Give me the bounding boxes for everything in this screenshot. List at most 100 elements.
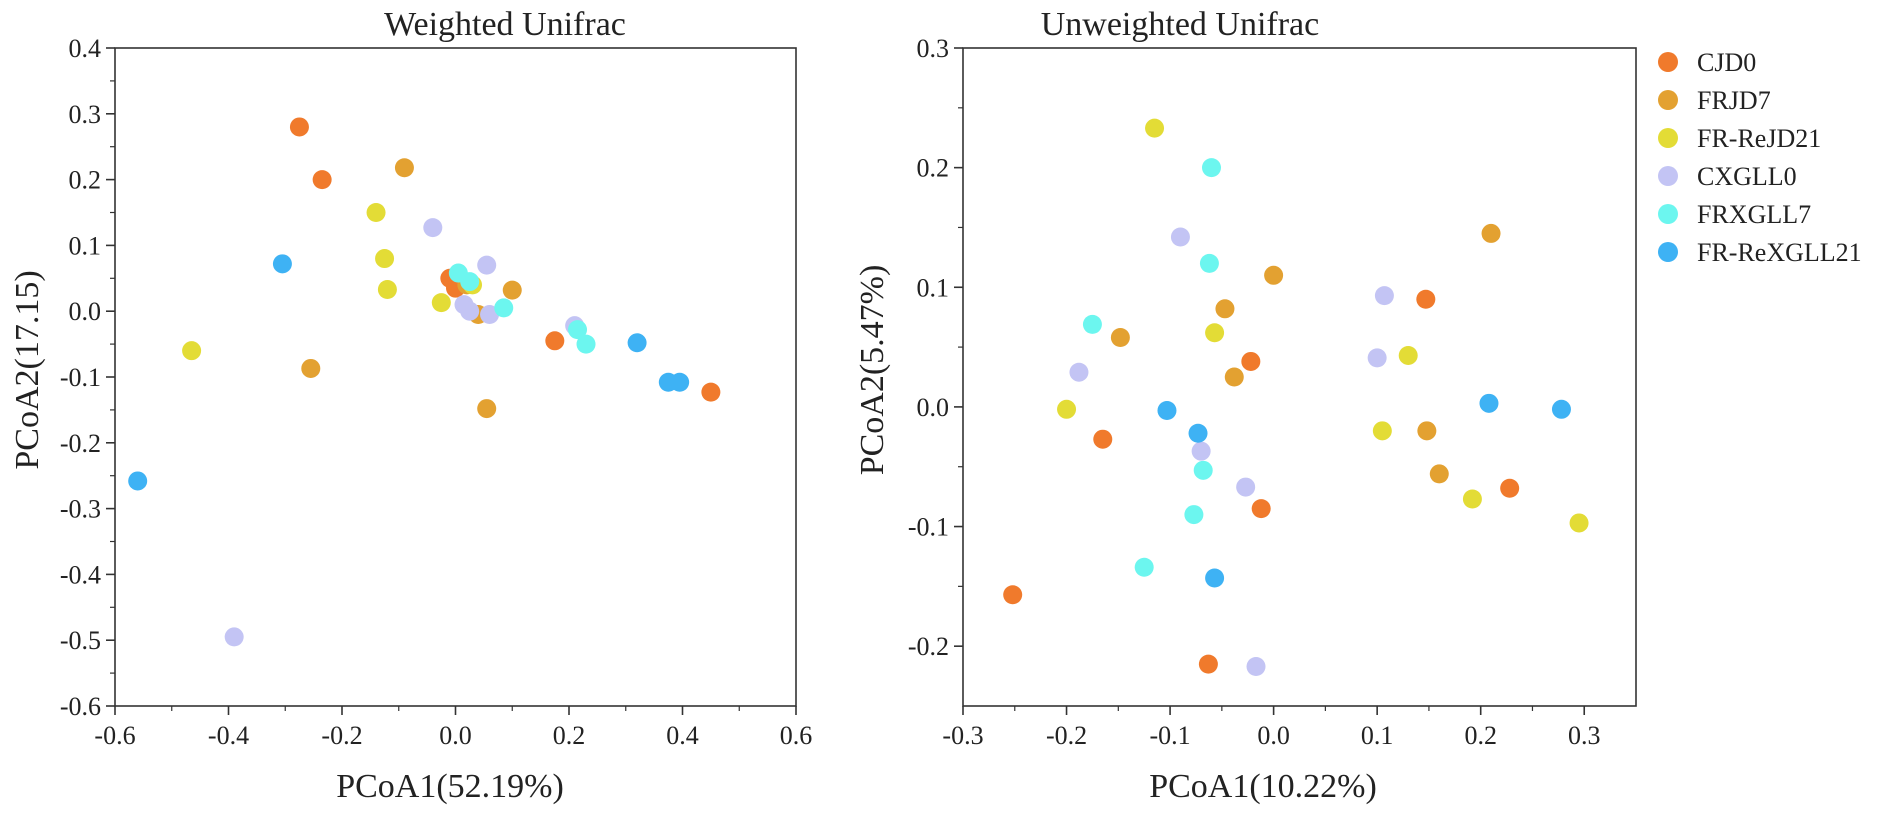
weighted-point-cxgll0 bbox=[423, 218, 443, 238]
unweighted-point-cjd0 bbox=[1093, 429, 1113, 449]
weighted-point-cxgll0 bbox=[460, 301, 480, 321]
unweighted-point-fr-rexgll21 bbox=[1479, 393, 1499, 413]
unweighted-point-frjd7 bbox=[1481, 223, 1501, 243]
legend-marker-frjd7 bbox=[1658, 90, 1678, 110]
weighted-point-frjd7 bbox=[502, 280, 522, 300]
weighted-points bbox=[128, 117, 721, 647]
unweighted-x-tick-label: 0.1 bbox=[1361, 721, 1394, 750]
weighted-point-cjd0 bbox=[545, 331, 565, 351]
weighted-point-frxgll7 bbox=[568, 320, 588, 340]
unweighted-y-tick-label: 0.0 bbox=[917, 393, 950, 422]
unweighted-tick-labels: -0.3 -0.2 -0.1 0.0 0.1 0.2 0.3 -0.2 -0.1 0.0 0.1 0.… bbox=[908, 34, 1601, 750]
weighted-x-axis-title: PCoA1(52.19%) bbox=[336, 768, 564, 805]
weighted-point-fr-rejd21 bbox=[377, 279, 397, 299]
weighted-y-tick-label: -0.4 bbox=[60, 560, 101, 589]
unweighted-y-tick-label: 0.2 bbox=[917, 154, 950, 183]
weighted-x-tick-label: 0.6 bbox=[780, 721, 813, 750]
weighted-point-frxgll7 bbox=[576, 334, 596, 354]
unweighted-y-axis-title: PCoA2(5.47%) bbox=[854, 265, 891, 476]
weighted-point-cxgll0 bbox=[480, 304, 500, 324]
unweighted-point-cxgll0 bbox=[1236, 477, 1256, 497]
unweighted-point-cjd0 bbox=[1241, 351, 1261, 371]
weighted-plot-frame bbox=[114, 47, 797, 707]
weighted-point-frjd7 bbox=[394, 158, 414, 178]
weighted-x-tick-label: 0.4 bbox=[666, 721, 699, 750]
unweighted-point-fr-rejd21 bbox=[1398, 345, 1418, 365]
weighted-y-tick-label: -0.3 bbox=[60, 495, 101, 524]
weighted-unifrac-chart: Weighted Unifrac PCoA1(52.19%) PCoA2(17.… bbox=[9, 6, 812, 805]
unweighted-point-cjd0 bbox=[1500, 478, 1520, 498]
weighted-point-fr-rejd21 bbox=[366, 203, 386, 222]
weighted-point-frjd7 bbox=[301, 358, 321, 378]
weighted-point-fr-rejd21 bbox=[431, 293, 451, 313]
unweighted-point-frxgll7 bbox=[1193, 460, 1213, 480]
unweighted-x-axis-title: PCoA1(10.22%) bbox=[1149, 768, 1377, 805]
unweighted-point-frjd7 bbox=[1429, 464, 1449, 484]
weighted-point-fr-rexgll21 bbox=[627, 333, 647, 353]
weighted-y-tick-label: 0.2 bbox=[69, 166, 102, 195]
unweighted-point-cjd0 bbox=[1198, 654, 1218, 674]
unweighted-y-tick-label: 0.3 bbox=[917, 34, 950, 63]
unweighted-point-cxgll0 bbox=[1191, 441, 1211, 461]
weighted-y-tick-label: 0.3 bbox=[69, 100, 102, 129]
weighted-point-frxgll7 bbox=[494, 298, 514, 318]
unweighted-x-tick-label: -0.1 bbox=[1149, 721, 1190, 750]
unweighted-point-fr-rexgll21 bbox=[1551, 399, 1571, 419]
unweighted-chart-title: Unweighted Unifrac bbox=[1041, 6, 1320, 43]
legend-label-cxgll0: CXGLL0 bbox=[1697, 162, 1797, 191]
unweighted-point-frxgll7 bbox=[1201, 158, 1221, 178]
unweighted-point-cxgll0 bbox=[1246, 657, 1266, 677]
weighted-point-cjd0 bbox=[289, 117, 309, 137]
unweighted-point-frjd7 bbox=[1215, 299, 1235, 319]
unweighted-point-frxgll7 bbox=[1082, 314, 1102, 334]
unweighted-unifrac-chart: Unweighted Unifrac PCoA1(10.22%) PCoA2(5… bbox=[854, 6, 1637, 805]
unweighted-point-fr-rejd21 bbox=[1145, 118, 1165, 138]
unweighted-point-fr-rexgll21 bbox=[1188, 423, 1208, 443]
weighted-x-tick-label: 0.0 bbox=[439, 721, 472, 750]
weighted-x-tick-label: 0.2 bbox=[553, 721, 586, 750]
weighted-point-frjd7 bbox=[477, 399, 497, 419]
unweighted-points bbox=[1003, 118, 1589, 677]
legend-marker-fr-rexgll21 bbox=[1658, 242, 1678, 262]
unweighted-point-frxgll7 bbox=[1134, 557, 1154, 577]
unweighted-point-cjd0 bbox=[1251, 499, 1271, 519]
weighted-point-fr-rejd21 bbox=[182, 341, 202, 361]
unweighted-point-cxgll0 bbox=[1374, 286, 1394, 306]
unweighted-point-fr-rexgll21 bbox=[1157, 400, 1177, 420]
unweighted-point-frjd7 bbox=[1224, 367, 1244, 387]
weighted-x-tick-label: -0.4 bbox=[208, 721, 249, 750]
legend-label-fr-rexgll21: FR-ReXGLL21 bbox=[1697, 238, 1862, 267]
unweighted-x-tick-label: -0.2 bbox=[1046, 721, 1087, 750]
weighted-y-axis-title: PCoA2(17.15) bbox=[9, 270, 46, 469]
weighted-tick-labels: -0.6 -0.4 -0.2 0.0 0.2 0.4 0.6 -0.6 -0.5 -0.4 -0.3… bbox=[60, 34, 812, 750]
unweighted-point-fr-rejd21 bbox=[1462, 489, 1482, 509]
weighted-tick-marks bbox=[106, 47, 797, 715]
unweighted-x-tick-label: 0.0 bbox=[1257, 721, 1290, 750]
weighted-y-tick-label: 0.0 bbox=[69, 297, 102, 326]
weighted-point-fr-rexgll21 bbox=[272, 254, 292, 274]
legend-marker-cxgll0 bbox=[1658, 166, 1678, 186]
unweighted-point-frjd7 bbox=[1110, 328, 1130, 348]
legend-label-frxgll7: FRXGLL7 bbox=[1697, 200, 1811, 229]
unweighted-x-tick-label: 0.2 bbox=[1464, 721, 1497, 750]
weighted-point-fr-rexgll21 bbox=[128, 471, 148, 491]
unweighted-point-fr-rejd21 bbox=[1372, 421, 1392, 441]
legend-label-frjd7: FRJD7 bbox=[1697, 86, 1771, 115]
legend-marker-frxgll7 bbox=[1658, 204, 1678, 224]
weighted-chart-title: Weighted Unifrac bbox=[384, 6, 626, 43]
legend-label-cjd0: CJD0 bbox=[1697, 48, 1756, 77]
unweighted-point-fr-rejd21 bbox=[1205, 323, 1225, 343]
weighted-x-tick-label: -0.6 bbox=[94, 721, 135, 750]
unweighted-point-frxgll7 bbox=[1184, 505, 1204, 525]
unweighted-point-cxgll0 bbox=[1170, 227, 1190, 247]
unweighted-y-tick-label: 0.1 bbox=[917, 273, 950, 302]
legend-label-fr-rejd21: FR-ReJD21 bbox=[1697, 124, 1821, 153]
weighted-point-frxgll7 bbox=[460, 272, 480, 292]
legend: CJD0 FRJD7 FR-ReJD21 CXGLL0 FRXGLL7 FR-ReXGLL… bbox=[1658, 48, 1862, 267]
weighted-point-cxgll0 bbox=[477, 255, 497, 275]
weighted-point-cjd0 bbox=[701, 382, 721, 402]
unweighted-point-fr-rejd21 bbox=[1057, 399, 1077, 419]
unweighted-plot-frame bbox=[962, 47, 1637, 707]
weighted-point-fr-rexgll21 bbox=[670, 372, 690, 392]
